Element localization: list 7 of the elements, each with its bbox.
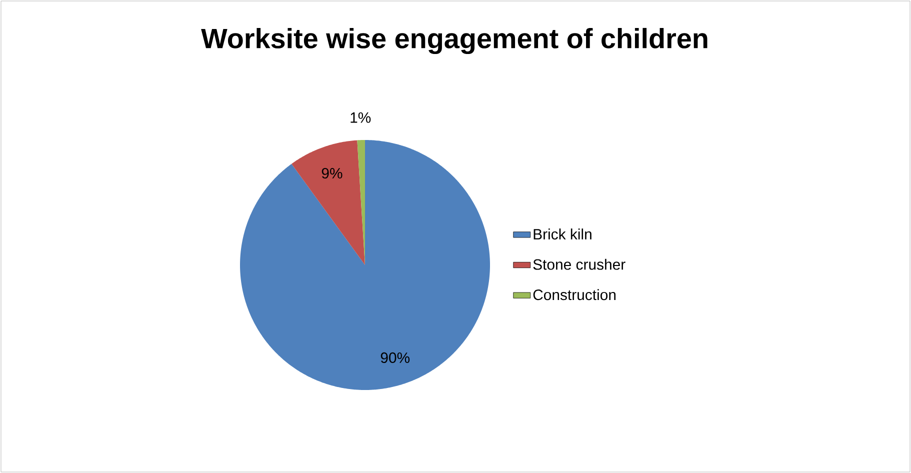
data-label: 90% <box>380 352 410 364</box>
data-label: 1% <box>350 112 371 123</box>
chart-title: Worksite wise engagement of children <box>201 28 708 54</box>
legend-label: Stone crusher <box>533 258 626 270</box>
legend-label: Brick kiln <box>534 228 592 240</box>
legend-label: Construction <box>533 289 616 300</box>
data-label: 9% <box>322 168 342 179</box>
